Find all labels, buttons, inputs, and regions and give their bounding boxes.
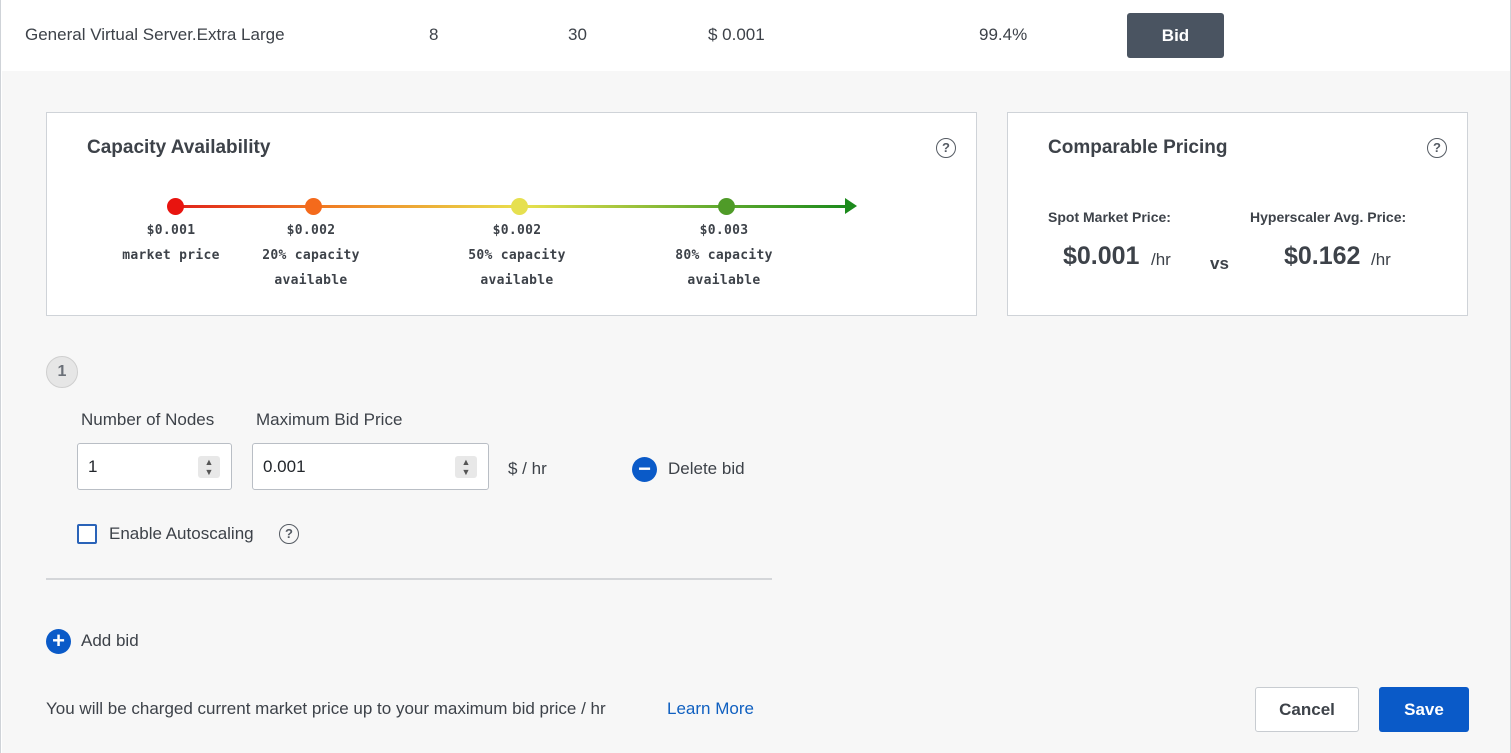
add-bid-link[interactable]: Add bid <box>81 631 139 650</box>
spot-price-unit: /hr <box>1151 250 1171 269</box>
marker-label-50: $0.002 50% capacity available <box>468 223 566 288</box>
server-price: $ 0.001 <box>708 25 765 44</box>
max-bid-label: Maximum Bid Price <box>256 410 403 429</box>
form-divider <box>46 578 772 580</box>
nodes-input[interactable]: 1 ▲ ▼ <box>77 443 232 490</box>
spot-price-value: $0.001 <box>1063 242 1140 270</box>
autoscaling-label: Enable Autoscaling <box>109 524 254 543</box>
nodes-label: Number of Nodes <box>81 410 215 429</box>
comparable-card: Comparable Pricing ? Spot Market Price: … <box>1007 112 1468 316</box>
server-col-3: 30 <box>568 25 587 44</box>
step-badge: 1 <box>46 356 78 388</box>
comparable-title: Comparable Pricing <box>1048 137 1228 158</box>
hyperscaler-price-unit: /hr <box>1371 250 1391 269</box>
server-col-2: 8 <box>429 25 439 44</box>
vs-label: vs <box>1210 254 1229 273</box>
learn-more-link[interactable]: Learn More <box>667 699 754 718</box>
capacity-arrow-icon <box>845 198 857 214</box>
delete-bid-link[interactable]: Delete bid <box>668 459 745 478</box>
cancel-button[interactable]: Cancel <box>1255 687 1359 732</box>
plus-circle-icon[interactable]: + <box>46 629 71 654</box>
bid-panel: Capacity Availability ? $0.001 market pr… <box>2 71 1510 753</box>
server-availability: 99.4% <box>979 25 1028 44</box>
max-bid-input[interactable]: 0.001 ▲ ▼ <box>252 443 489 490</box>
capacity-card: Capacity Availability ? $0.001 market pr… <box>46 112 977 316</box>
save-button[interactable]: Save <box>1379 687 1469 732</box>
bid-unit: $ / hr <box>508 459 547 478</box>
spot-price-label: Spot Market Price: <box>1048 209 1171 225</box>
marker-label-market: $0.001 market price <box>122 223 220 263</box>
max-bid-stepper-icon[interactable]: ▲ ▼ <box>455 456 477 478</box>
marker-label-80: $0.003 80% capacity available <box>675 223 773 288</box>
marker-dot-50 <box>511 198 528 215</box>
nodes-input-value: 1 <box>88 457 98 476</box>
comparable-help-icon[interactable]: ? <box>1427 138 1447 158</box>
marker-label-20: $0.002 20% capacity available <box>262 223 360 288</box>
hyperscaler-price-value: $0.162 <box>1284 242 1361 270</box>
marker-dot-market <box>167 198 184 215</box>
charge-note: You will be charged current market price… <box>46 699 606 718</box>
marker-dot-80 <box>718 198 735 215</box>
marker-dot-20 <box>305 198 322 215</box>
server-name: General Virtual Server.Extra Large <box>25 25 285 44</box>
capacity-title: Capacity Availability <box>87 137 271 158</box>
minus-circle-icon[interactable]: − <box>632 457 657 482</box>
server-row: General Virtual Server.Extra Large 8 30 … <box>2 0 1510 71</box>
autoscaling-help-icon[interactable]: ? <box>279 524 299 544</box>
capacity-help-icon[interactable]: ? <box>936 138 956 158</box>
bid-button[interactable]: Bid <box>1127 13 1224 58</box>
hyperscaler-price-label: Hyperscaler Avg. Price: <box>1250 209 1407 225</box>
nodes-stepper-icon[interactable]: ▲ ▼ <box>198 456 220 478</box>
autoscaling-checkbox[interactable] <box>77 524 97 544</box>
max-bid-input-value: 0.001 <box>263 457 306 476</box>
